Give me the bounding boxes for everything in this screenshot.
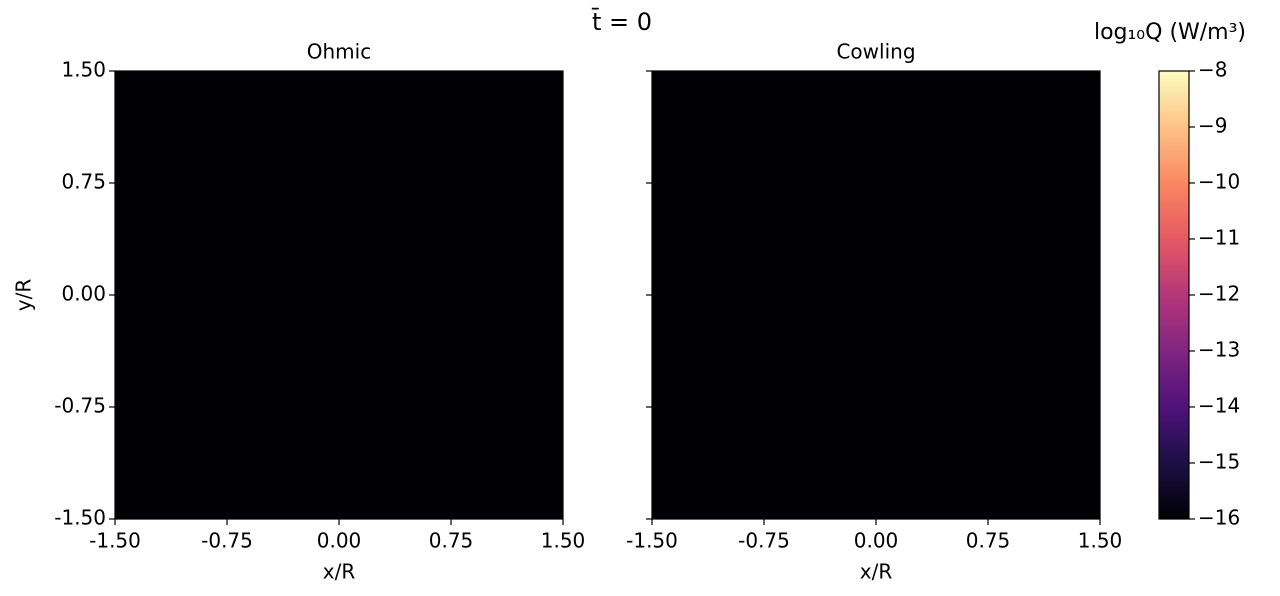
heatmap-cell <box>652 71 1101 520</box>
x-tick-label: 1.50 <box>1078 529 1123 553</box>
panel-title: Cowling <box>836 40 915 64</box>
y-axis-label: y/R <box>12 279 36 312</box>
colorbar-tick-label: −16 <box>1198 506 1240 530</box>
y-tick-label: 1.50 <box>61 58 106 82</box>
colorbar-tick-label: −15 <box>1198 450 1240 474</box>
colorbar-tick-label: −9 <box>1198 114 1227 138</box>
x-tick-label: -1.50 <box>626 529 678 553</box>
x-tick-label: -1.50 <box>89 529 141 553</box>
colorbar-tick-label: −8 <box>1198 58 1227 82</box>
x-tick-label: 0.75 <box>429 529 474 553</box>
colorbar-label: log₁₀Q (W/m³) <box>1094 20 1246 45</box>
panel-title: Ohmic <box>307 40 371 64</box>
colorbar-tick-label: −11 <box>1198 226 1240 250</box>
y-tick-label: 0.75 <box>61 170 106 194</box>
x-tick-label: -0.75 <box>738 529 790 553</box>
y-tick-label: 0.00 <box>61 282 106 306</box>
y-tick-label: -0.75 <box>54 394 106 418</box>
colorbar-tick-label: −10 <box>1198 170 1240 194</box>
x-tick-label: 0.00 <box>317 529 362 553</box>
colorbar-tick-label: −13 <box>1198 338 1240 362</box>
colorbar-tick-label: −14 <box>1198 394 1240 418</box>
x-tick-label: 0.75 <box>966 529 1011 553</box>
x-tick-label: 0.00 <box>854 529 899 553</box>
x-tick-label: 1.50 <box>541 529 586 553</box>
colorbar <box>1158 70 1190 520</box>
colorbar-tick-label: −12 <box>1198 282 1240 306</box>
x-tick-label: -0.75 <box>201 529 253 553</box>
x-axis-label: x/R <box>323 560 356 584</box>
x-axis-label: x/R <box>860 560 893 584</box>
heatmap-cell <box>115 71 564 520</box>
figure-title: t̄ = 0 <box>591 7 652 36</box>
y-tick-label: -1.50 <box>54 506 106 530</box>
